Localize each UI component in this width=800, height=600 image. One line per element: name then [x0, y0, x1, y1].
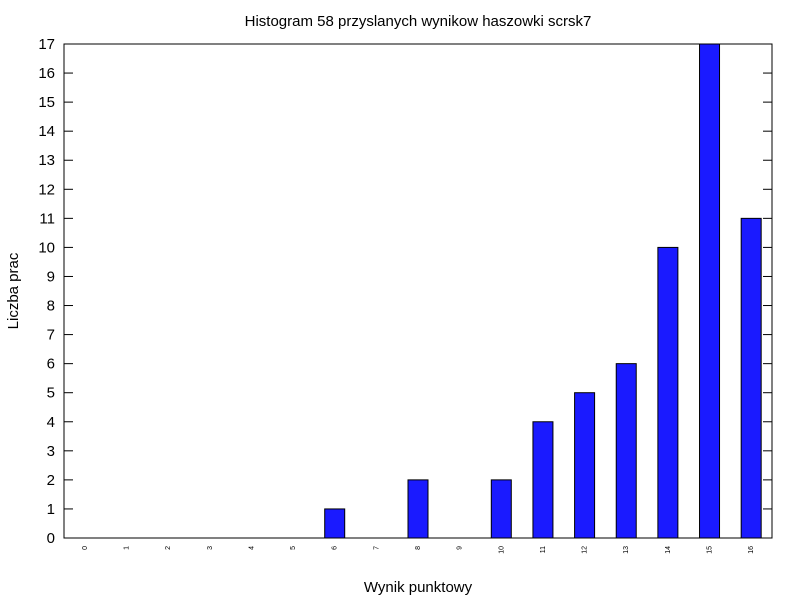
x-tick-label: 8 — [415, 546, 422, 550]
x-tick-label: 11 — [540, 546, 547, 553]
y-tick-label: 9 — [47, 268, 55, 285]
y-tick-label: 7 — [47, 327, 55, 344]
x-tick-label: 3 — [207, 546, 214, 550]
x-tick-label: 0 — [82, 546, 89, 550]
bars-group — [324, 43, 762, 539]
y-tick-label: 14 — [38, 123, 55, 140]
bar-14 — [657, 246, 679, 539]
y-tick-label: 11 — [39, 210, 55, 227]
y-tick-label: 13 — [38, 152, 55, 169]
x-tick-label: 15 — [707, 546, 714, 554]
bar-10 — [490, 479, 512, 539]
x-tick-label: 6 — [332, 546, 339, 550]
x-axis-tick-labels: 0 1 2 3 4 5 6 7 8 9 10 11 12 13 14 15 16 — [82, 546, 755, 554]
y-tick-label: 10 — [38, 239, 55, 256]
x-tick-label: 12 — [582, 546, 589, 554]
x-tick-label: 9 — [457, 546, 464, 550]
bar-11 — [532, 421, 554, 539]
y-tick-label: 1 — [47, 501, 55, 518]
x-tick-label: 14 — [665, 546, 672, 554]
bar-12 — [574, 392, 596, 539]
x-tick-label: 10 — [498, 546, 505, 554]
y-tick-label: 8 — [47, 298, 55, 315]
y-tick-label: 4 — [47, 414, 55, 431]
x-tick-label: 5 — [290, 546, 297, 550]
x-tick-label: 7 — [373, 546, 380, 550]
bar-6 — [324, 508, 346, 539]
y-axis-ticks — [64, 43, 772, 539]
y-tick-label: 15 — [38, 94, 55, 111]
y-tick-label: 16 — [38, 65, 55, 82]
bar-13 — [615, 363, 637, 539]
y-tick-label: 0 — [47, 530, 55, 547]
bar-8 — [407, 479, 429, 539]
x-tick-label: 13 — [623, 546, 630, 554]
y-tick-label: 12 — [38, 181, 55, 198]
y-tick-label: 3 — [47, 443, 55, 460]
y-tick-label: 5 — [47, 385, 55, 402]
chart-title: Histogram 58 przyslanych wynikow haszowk… — [245, 13, 592, 30]
x-tick-label: 2 — [165, 546, 172, 550]
x-axis-label: Wynik punktowy — [364, 579, 473, 596]
y-tick-label: 2 — [47, 472, 55, 489]
x-tick-label: 16 — [748, 546, 755, 554]
x-tick-label: 4 — [248, 546, 255, 550]
y-tick-label: 6 — [47, 356, 55, 373]
bar-16 — [740, 217, 762, 539]
y-axis-label: Liczba prac — [5, 252, 22, 329]
bar-15 — [699, 43, 721, 539]
y-tick-label: 17 — [38, 36, 55, 53]
x-tick-label: 1 — [123, 546, 130, 550]
